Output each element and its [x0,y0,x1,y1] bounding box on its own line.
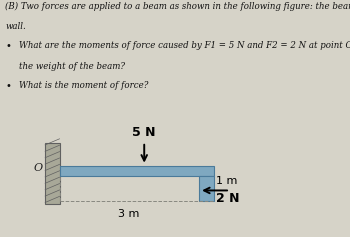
Bar [45,143,60,204]
Text: 1 m: 1 m [216,176,237,186]
Text: O: O [34,163,43,173]
Text: 3 m: 3 m [118,209,140,219]
Text: What are the moments of force caused by F1 = 5 N and F2 = 2 N at point O without: What are the moments of force caused by … [19,41,350,50]
Text: 5 N: 5 N [132,126,156,139]
Text: What is the moment of force?: What is the moment of force? [19,81,149,90]
Text: the weight of the beam?: the weight of the beam? [19,62,125,71]
Text: •: • [5,81,11,91]
Text: (B) Two forces are applied to a beam as shown in the following figure: the beam : (B) Two forces are applied to a beam as … [5,2,350,11]
Bar [199,176,214,201]
Text: •: • [5,41,11,51]
Bar [60,166,213,176]
Text: 2 N: 2 N [216,192,240,205]
Text: wall.: wall. [5,22,26,31]
